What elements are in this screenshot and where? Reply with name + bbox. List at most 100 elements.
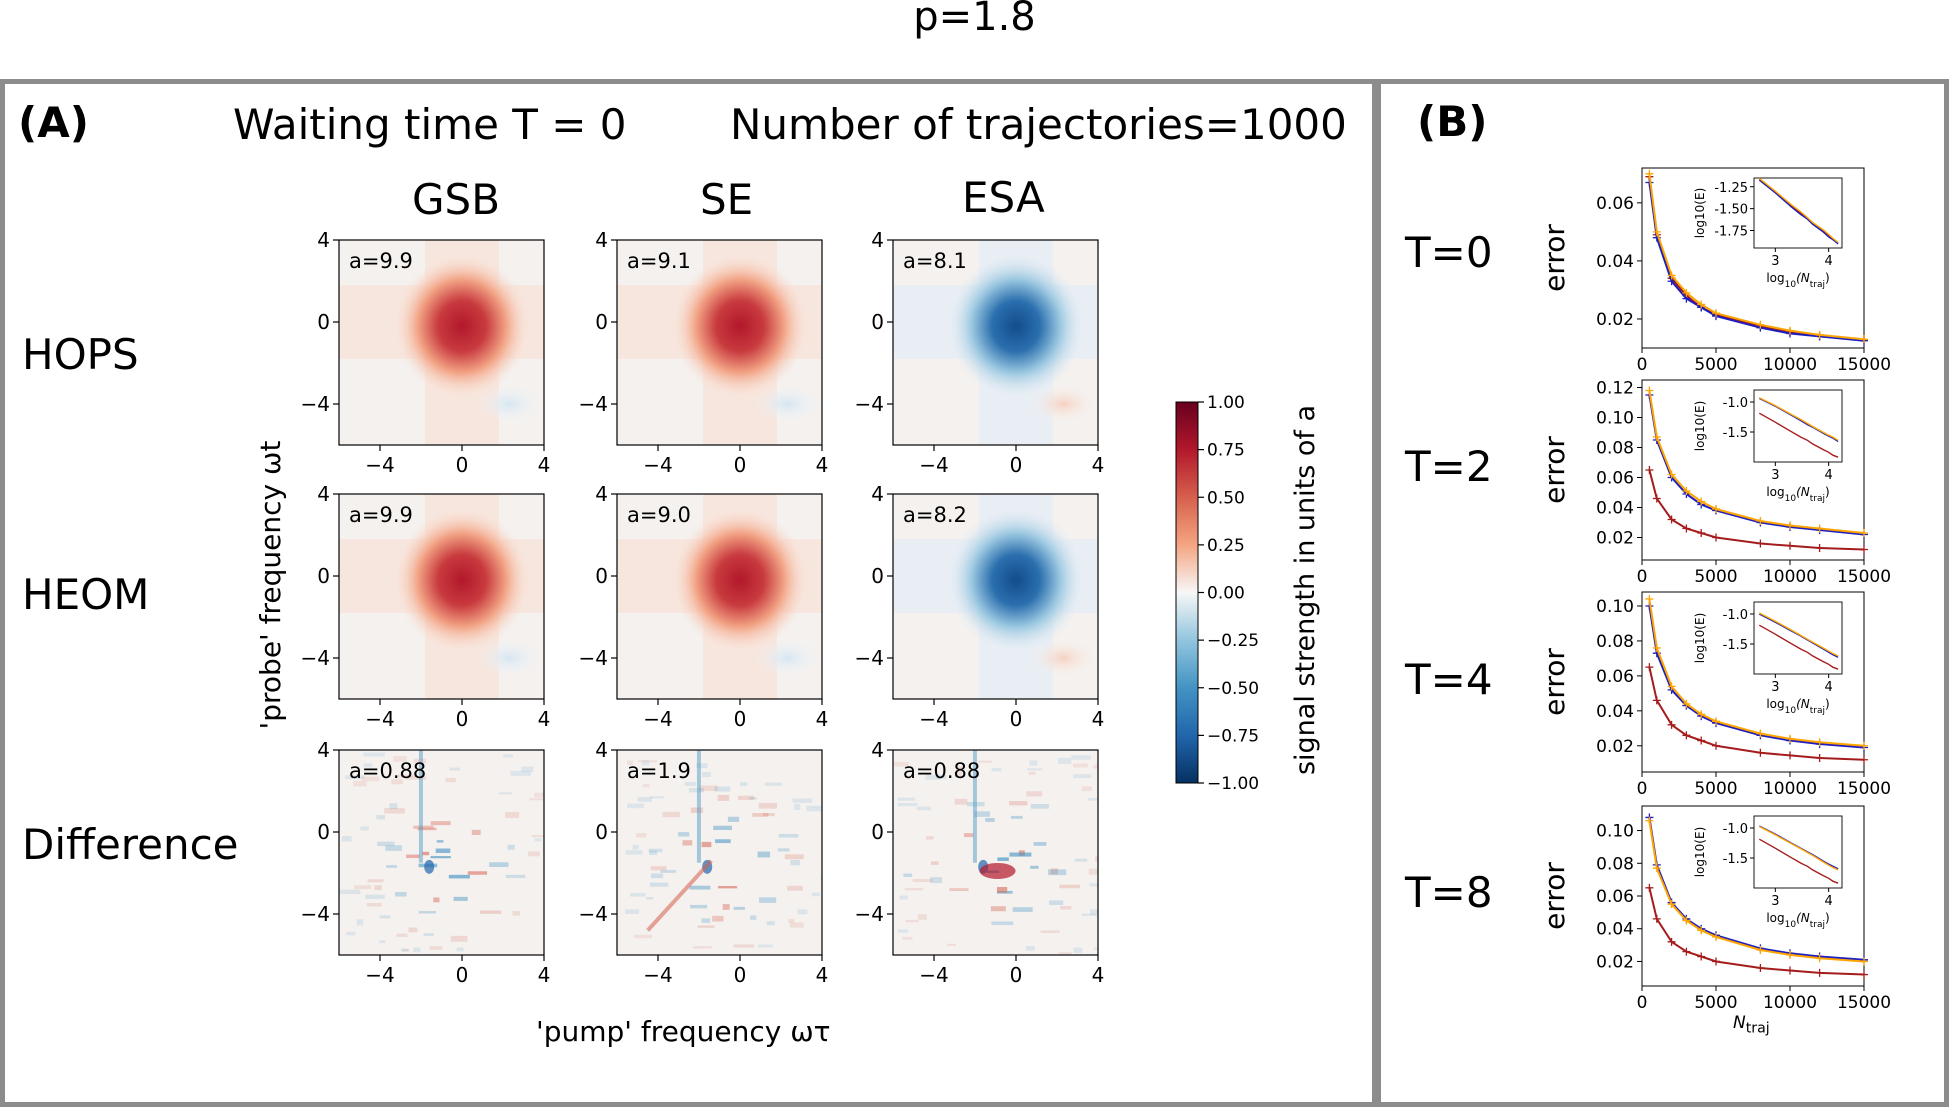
diff-speck <box>418 911 436 914</box>
y-tick-label: 0 <box>317 820 330 844</box>
series-red-marker <box>1815 544 1824 552</box>
heatmap-lobe <box>1031 386 1096 422</box>
inset-y-tick-label: -1.50 <box>1714 203 1748 218</box>
y-tick-label: 0 <box>595 820 608 844</box>
y-tick-label: 0.12 <box>1596 379 1634 399</box>
row-label-heom: HEOM <box>22 570 150 619</box>
diff-speck <box>1009 801 1028 806</box>
y-tick-label: −4 <box>301 392 330 416</box>
diff-speck <box>787 885 803 891</box>
diff-speck <box>649 796 664 799</box>
row-label-t0: T=0 <box>1405 228 1493 277</box>
inset-y-label: log10(E) <box>1693 401 1707 452</box>
x-tick-label: 0 <box>456 963 469 987</box>
y-tick-label: 0.02 <box>1596 952 1634 972</box>
diff-speck <box>899 895 908 900</box>
colorbar-tick-label: 0.00 <box>1207 584 1245 604</box>
diff-speck <box>417 827 437 831</box>
x-tick-label: 5000 <box>1694 993 1737 1013</box>
series-orange-marker <box>1860 529 1868 537</box>
series-orange-marker <box>1815 524 1824 533</box>
colorbar-tick-label: −0.25 <box>1207 631 1259 651</box>
series-orange-marker <box>1756 517 1765 525</box>
diff-speck <box>445 777 456 783</box>
inset-frame <box>1753 815 1843 889</box>
diff-speck <box>430 821 451 826</box>
figure-title: p=1.8 <box>913 0 1036 40</box>
series-orange-marker <box>1697 497 1706 506</box>
y-tick-label: 0.10 <box>1596 597 1634 617</box>
x-tick-label: 0 <box>1010 453 1023 477</box>
diff-speck <box>450 935 468 942</box>
diff-speck <box>363 752 385 757</box>
inset-frame <box>1753 389 1843 463</box>
diff-speck <box>423 933 434 936</box>
diff-speck <box>748 797 757 800</box>
amplitude-label: a=8.2 <box>903 503 967 527</box>
x-tick-label: 0 <box>456 707 469 731</box>
diff-speck <box>662 811 680 818</box>
inset-x-tick-label: 3 <box>1771 468 1779 483</box>
y-tick-label: 0 <box>317 310 330 334</box>
diff-speck <box>396 933 408 937</box>
y-tick-label: 0.06 <box>1596 194 1634 214</box>
x-tick-label: 4 <box>816 707 829 731</box>
series-red-marker <box>1682 524 1691 533</box>
inset-orange-line <box>1758 825 1839 871</box>
y-tick-label: 0.04 <box>1596 702 1634 722</box>
diff-speck <box>902 873 913 877</box>
diff-speck <box>402 949 409 952</box>
trajectories-text: Number of trajectories=1000 <box>730 100 1347 149</box>
inset-plot: -1.0 -1.5 3 4 log10(Ntraj) log10(E) <box>1693 815 1843 930</box>
x-tick-label: 4 <box>816 963 829 987</box>
diff-speck <box>391 779 403 785</box>
diff-speck <box>384 808 405 814</box>
x-axis-label: 'pump' frequency ωτ <box>536 1015 831 1048</box>
diff-speck <box>345 775 365 780</box>
heatmap-heom-gsb: −4 0 4 4 0 −4 a=9.9 <box>301 482 551 731</box>
diff-speck <box>733 906 745 910</box>
heatmap-peak <box>394 254 530 399</box>
x-tick-label: −4 <box>365 963 394 987</box>
diff-speck <box>682 840 693 846</box>
diff-speck <box>996 886 1008 893</box>
inset-x-label: log10(Ntraj) <box>1766 911 1829 930</box>
series-red-marker <box>1786 751 1794 760</box>
diff-speck <box>790 860 800 866</box>
diff-speck <box>435 848 451 853</box>
x-tick-label: 15000 <box>1837 567 1891 587</box>
inset-plot: -1.25 -1.50 -1.75 3 4 log10(Ntraj) log10(E) <box>1693 177 1843 290</box>
x-tick-label: 4 <box>1092 707 1105 731</box>
diff-speck <box>377 841 395 847</box>
x-tick-label: 0 <box>734 453 747 477</box>
amplitude-label: a=8.1 <box>903 249 967 273</box>
diff-speck <box>974 811 991 817</box>
series-orange-line <box>1648 390 1865 534</box>
x-tick-label: 0 <box>1010 707 1023 731</box>
heatmap-lobe <box>755 640 820 676</box>
inset-y-tick-label: -1.0 <box>1723 822 1748 837</box>
y-tick-label: 0.08 <box>1596 854 1634 874</box>
diff-speck <box>397 774 414 778</box>
heatmap-peak <box>948 508 1084 653</box>
diff-speck <box>503 754 513 758</box>
diff-speck <box>793 804 801 810</box>
diff-speck <box>1073 774 1092 779</box>
y-tick-label: 0.02 <box>1596 529 1634 549</box>
series-orange-marker <box>1860 957 1868 966</box>
diff-speck <box>1010 815 1023 819</box>
diff-speck <box>1095 856 1098 862</box>
diff-speck <box>1094 947 1098 950</box>
amplitude-label: a=1.9 <box>627 759 691 783</box>
diff-speck <box>690 904 708 909</box>
series-orange-marker <box>1756 320 1765 329</box>
series-orange-marker <box>1667 900 1676 909</box>
diff-speck <box>365 894 385 899</box>
diff-speck <box>692 946 712 949</box>
x-tick-label: 4 <box>538 963 551 987</box>
series-orange-marker <box>1786 950 1794 959</box>
x-tick-label: 4 <box>538 453 551 477</box>
series-red-marker <box>1860 545 1868 554</box>
diff-speck <box>626 803 645 809</box>
diff-speck <box>436 840 444 843</box>
